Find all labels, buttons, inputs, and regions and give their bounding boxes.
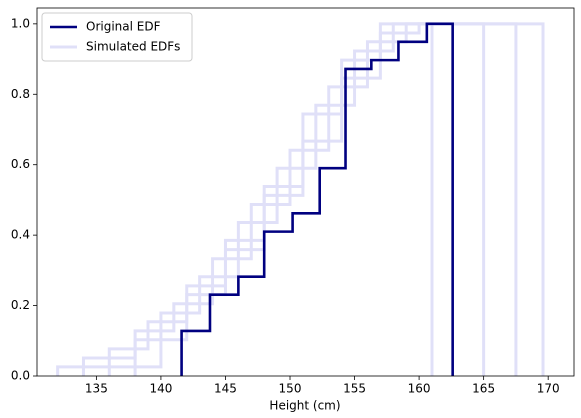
x-axis-label: Height (cm) bbox=[269, 399, 340, 413]
y-tick-label: 1.0 bbox=[11, 16, 30, 30]
original-edf bbox=[180, 22, 454, 376]
x-tick-label: 145 bbox=[214, 382, 237, 396]
x-tick-label: 155 bbox=[343, 382, 366, 396]
y-tick-label: 0.4 bbox=[11, 228, 30, 242]
legend-label: Original EDF bbox=[86, 20, 161, 34]
x-tick-label: 135 bbox=[85, 382, 108, 396]
y-tick-label: 0.8 bbox=[11, 87, 30, 101]
legend-label: Simulated EDFs bbox=[86, 40, 180, 54]
x-tick-label: 140 bbox=[149, 382, 172, 396]
x-tick-label: 170 bbox=[537, 382, 560, 396]
plot-frame bbox=[36, 7, 575, 377]
y-tick-label: 0.6 bbox=[11, 157, 30, 171]
simulated-edf bbox=[133, 22, 434, 376]
x-tick-label: 150 bbox=[279, 382, 302, 396]
simulated-edf bbox=[56, 22, 545, 376]
y-tick-label: 0.2 bbox=[11, 298, 30, 312]
y-tick-label: 0.0 bbox=[11, 369, 30, 383]
legend-box bbox=[41, 12, 193, 62]
x-tick-label: 165 bbox=[472, 382, 495, 396]
x-tick-label: 160 bbox=[408, 382, 431, 396]
